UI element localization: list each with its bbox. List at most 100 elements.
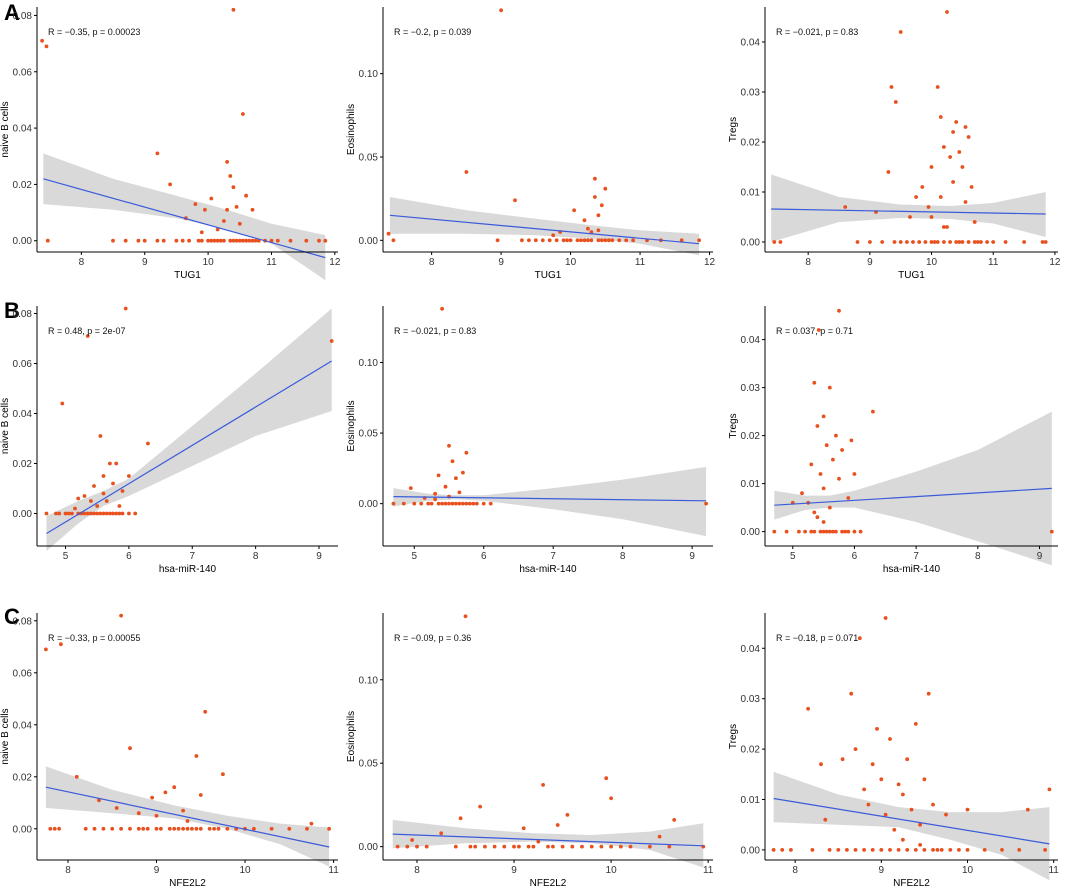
x-tick-label: 11 — [1048, 865, 1059, 876]
data-point — [117, 504, 122, 508]
data-point — [818, 529, 823, 534]
data-point — [586, 238, 590, 243]
data-point — [429, 501, 434, 506]
data-point — [146, 441, 150, 446]
data-point — [193, 202, 198, 207]
data-point — [926, 691, 931, 696]
data-point — [108, 461, 112, 466]
y-tick-label: 0.00 — [13, 236, 33, 247]
y-axis-title: naive B cells — [0, 708, 11, 764]
y-tick-label: 0.10 — [359, 358, 379, 369]
data-point — [54, 511, 58, 516]
data-point — [979, 240, 983, 244]
y-tick-label: 0.10 — [359, 675, 379, 686]
data-point — [923, 240, 928, 244]
x-tick-label: 11 — [266, 257, 277, 268]
data-point — [628, 844, 633, 849]
data-point — [840, 448, 844, 452]
data-point — [415, 844, 419, 849]
data-point — [199, 230, 204, 235]
data-point — [845, 848, 849, 852]
scatter-panel-5: 5 6 7 8 9 0.00 0.05 0.10 hsa-miR-140 Eosinophils R… — [346, 306, 713, 575]
data-point — [474, 501, 479, 506]
data-point — [454, 501, 458, 506]
data-point — [478, 804, 482, 809]
data-point — [461, 470, 465, 475]
y-tick-label: 0.08 — [13, 309, 33, 320]
data-point — [439, 831, 444, 836]
data-point — [120, 489, 125, 493]
x-tick-label: 8 — [975, 551, 981, 562]
regression-line — [45, 786, 330, 848]
data-point — [945, 10, 949, 14]
data-point — [163, 790, 168, 795]
data-point — [862, 787, 866, 792]
confidence-band — [773, 771, 1050, 881]
data-point — [225, 207, 230, 212]
data-point — [128, 826, 132, 831]
data-point — [488, 501, 493, 506]
data-point — [44, 44, 49, 49]
data-point — [185, 819, 190, 823]
data-point — [853, 848, 858, 852]
data-point — [98, 434, 103, 438]
data-point — [803, 529, 807, 534]
data-point — [443, 484, 448, 489]
data-point — [142, 238, 147, 243]
scatter-panel-2: 8 9 10 11 12 0.00 0.05 0.10 TUG1 Eosinophils R = −… — [346, 7, 716, 281]
data-point — [1017, 848, 1022, 852]
data-point — [879, 848, 884, 852]
data-point — [926, 205, 931, 209]
data-point — [40, 38, 44, 43]
data-point — [870, 848, 875, 852]
data-point — [288, 238, 293, 243]
x-tick-label: 9 — [1037, 551, 1043, 562]
data-point — [419, 501, 424, 506]
data-point — [580, 844, 584, 849]
data-point — [73, 506, 77, 511]
x-axis-title: hsa-miR-140 — [159, 564, 217, 575]
data-point — [481, 501, 486, 506]
data-point — [816, 328, 821, 332]
data-point — [95, 504, 100, 508]
data-point — [483, 844, 487, 849]
data-point — [1043, 240, 1048, 244]
data-point — [244, 193, 249, 198]
data-point — [76, 496, 81, 501]
data-point — [982, 848, 987, 852]
data-point — [624, 238, 629, 243]
data-point — [827, 385, 832, 390]
data-point — [960, 240, 965, 244]
data-point — [604, 776, 609, 781]
data-point — [772, 240, 777, 244]
correlation-annotation: R = −0.09, p = 0.36 — [394, 633, 471, 643]
data-point — [194, 826, 199, 831]
x-axis-title: NFE2L2 — [169, 878, 206, 889]
data-point — [194, 754, 199, 758]
data-point — [846, 529, 851, 534]
data-point — [329, 339, 334, 343]
data-point — [917, 240, 922, 244]
correlation-annotation: R = 0.037, p = 0.71 — [776, 326, 853, 336]
x-tick-label: 11 — [635, 257, 646, 268]
data-point — [48, 826, 53, 831]
y-tick-label: 0.05 — [359, 759, 379, 770]
data-point — [991, 240, 996, 244]
data-point — [212, 826, 217, 831]
data-point — [540, 238, 545, 243]
data-point — [589, 230, 594, 234]
data-point — [457, 501, 462, 506]
x-tick-label: 10 — [606, 865, 618, 876]
data-point — [114, 461, 119, 466]
data-point — [855, 240, 860, 244]
data-point — [618, 844, 623, 849]
data-point — [896, 848, 901, 852]
data-point — [985, 240, 989, 244]
data-point — [123, 306, 128, 311]
data-point — [853, 747, 858, 751]
data-point — [450, 501, 455, 506]
data-point — [212, 238, 217, 243]
data-point — [963, 200, 968, 204]
data-point — [589, 238, 594, 243]
